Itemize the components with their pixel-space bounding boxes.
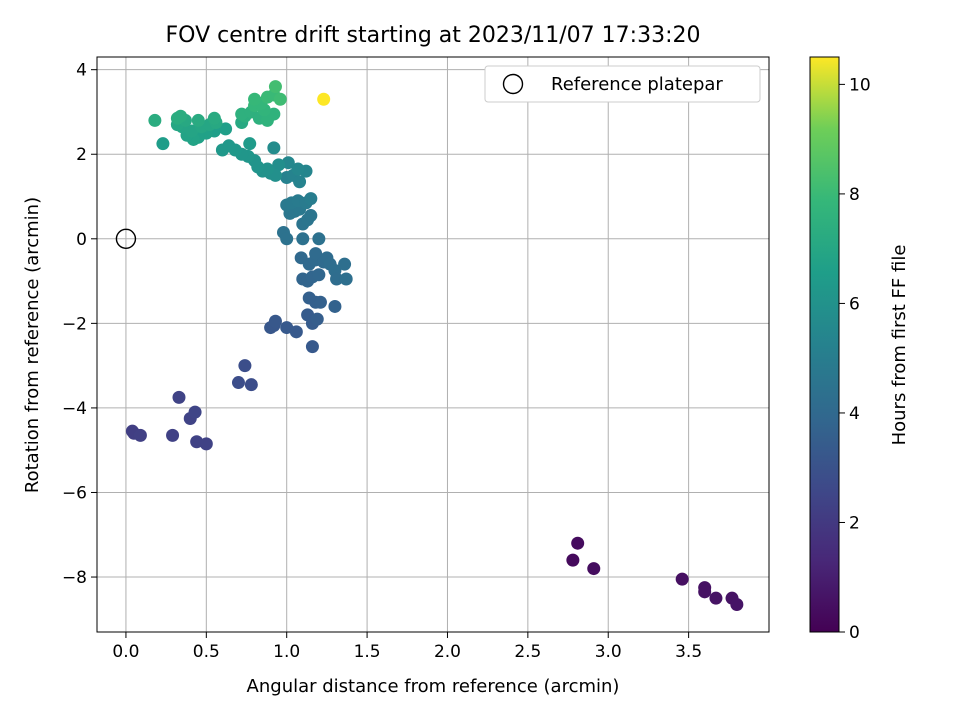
scatter-point [272,158,286,172]
x-tick-label: 1.5 [354,642,381,662]
legend-marker-open-circle [502,73,524,95]
x-tick-label: 1.0 [273,642,300,662]
scatter-point [305,340,319,354]
scatter-point [238,359,252,373]
scatter-point [698,585,712,599]
grid [97,57,769,632]
scatter-point [207,111,221,125]
scatter-point [273,92,287,106]
x-axis-label: Angular distance from reference (arcmin) [247,676,620,697]
scatter-point [587,562,601,576]
scatter-point [268,80,282,94]
scatter-point [339,272,353,286]
scatter-point [312,268,326,282]
y-tick-label: −6 [62,483,87,503]
scatter-point [313,295,327,309]
colorbar-tick-label: 4 [849,404,860,424]
y-tick-label: 0 [76,230,87,250]
scatter-point [248,92,262,106]
scatter-point [172,390,186,404]
reference-marker-layer [115,228,137,250]
scatter-point [289,325,303,339]
scatter-point [566,553,580,567]
x-axis-ticks: 0.0 0.5 1.0 1.5 2.0 2.5 3.0 3.5 [112,632,702,662]
plot-area-frame [96,56,770,633]
scatter-point [709,591,723,605]
colorbar-tick-label: 0 [849,623,860,643]
scatter-point [302,291,316,305]
scatter-point [148,113,162,127]
scatter-point [188,405,202,419]
colorbar-tick-label: 2 [849,513,860,533]
x-tick-label: 2.5 [514,642,541,662]
scatter-point [309,247,323,261]
y-tick-label: 4 [76,61,87,81]
scatter-point [328,299,342,313]
scatter-point [317,92,331,106]
scatter-point [166,428,180,442]
data-points [125,80,744,612]
x-tick-label: 0.5 [193,642,220,662]
scatter-point [219,122,233,136]
x-tick-label: 3.0 [595,642,622,662]
colorbar-ticks: 0 2 4 6 8 10 [839,75,871,643]
scatter-point [156,137,170,151]
y-tick-label: −8 [62,568,87,588]
y-axis-label: Rotation from reference (arcmin) [22,197,43,493]
scatter-point [304,192,318,206]
scatter-point [310,312,324,326]
colorbar-tick-label: 8 [849,185,860,205]
scatter-point [330,272,344,286]
scatter-point [243,137,257,151]
scatter-point [291,162,305,176]
scatter-point [312,232,326,246]
scatter-point [199,437,213,451]
scatter-point [222,139,236,153]
scatter-point [268,314,282,328]
scatter-point [231,376,245,390]
x-tick-label: 3.5 [675,642,702,662]
legend: Reference platepar [484,65,761,103]
colorbar: 0 2 4 6 8 10 Hours from first FF file [809,56,910,643]
colorbar-tick-label: 10 [849,75,871,95]
scatter-point [280,232,294,246]
reference-platepar-marker [115,228,137,250]
scatter-point [293,175,307,189]
scatter-point [133,428,147,442]
scatter-point [244,378,258,392]
scatter-point [296,232,310,246]
legend-label: Reference platepar [551,74,723,95]
y-tick-label: −2 [62,314,87,334]
colorbar-tick-label: 6 [849,294,860,314]
chart-title: FOV centre drift starting at 2023/11/07 … [166,23,701,48]
scatter-point [675,572,689,586]
x-tick-label: 2.0 [434,642,461,662]
scatter-point [571,536,585,550]
colorbar-gradient [809,56,840,633]
x-tick-label: 0.0 [112,642,139,662]
scatter-point [730,598,744,612]
y-tick-label: −4 [62,399,87,419]
y-axis-ticks: −8 −6 −4 −2 0 2 4 [62,61,97,588]
scatter-point [267,141,281,155]
legend-box [484,65,761,103]
colorbar-label: Hours from first FF file [889,245,910,446]
scatter-point [338,257,352,271]
scatter-point [304,209,318,223]
scatter-point [191,113,205,127]
scatter-point [174,109,188,123]
y-tick-label: 2 [76,145,87,165]
